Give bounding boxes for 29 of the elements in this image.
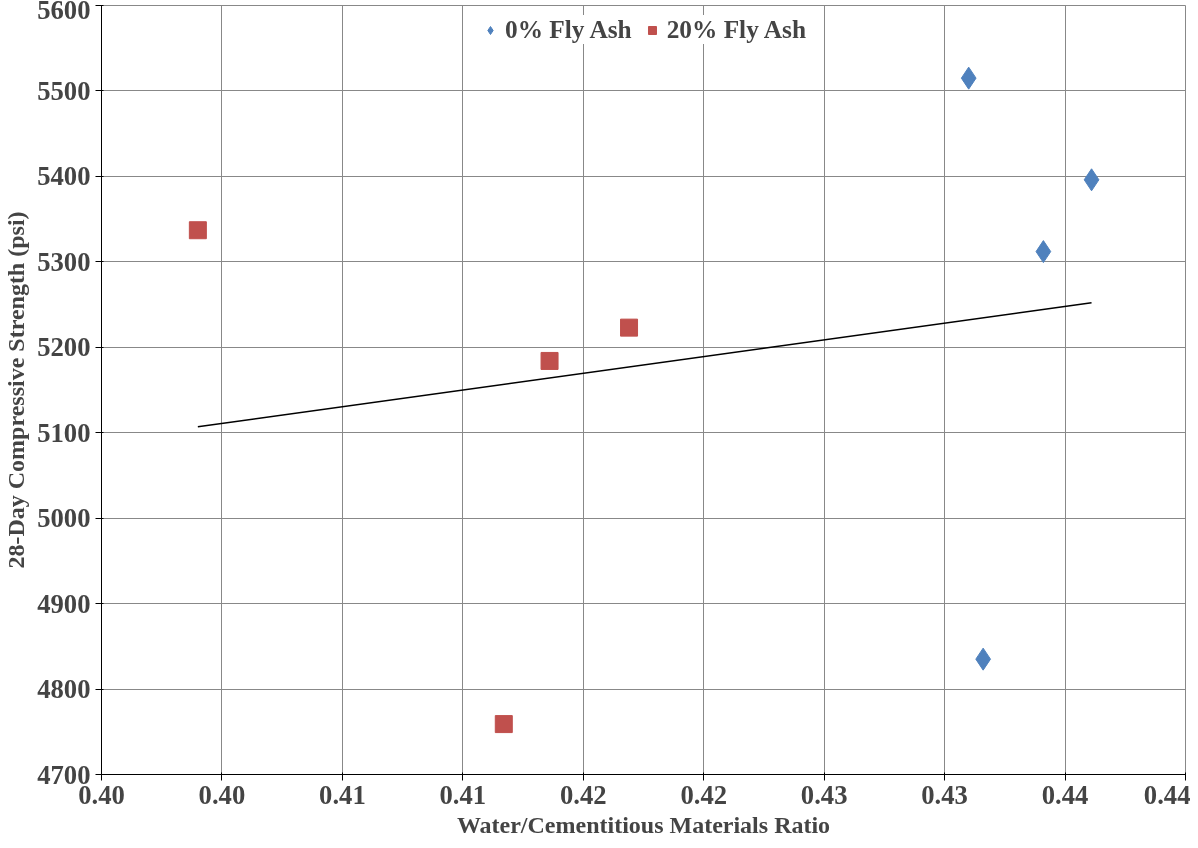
point [960, 66, 977, 90]
x-tick-label: 0.42 [680, 779, 728, 810]
y-tick-label: 5400 [37, 161, 91, 192]
point [620, 318, 639, 337]
x-tick-label: 0.41 [319, 779, 366, 810]
x-tick-label: 0.44 [1041, 779, 1089, 810]
legend-label: 0% Fly Ash [504, 15, 632, 44]
point [1083, 168, 1100, 192]
y-tick-label: 5500 [37, 75, 91, 106]
x-tick-label: 0.43 [921, 779, 968, 810]
x-tick-label: 0.42 [559, 779, 607, 810]
y-tick-label: 5000 [37, 503, 91, 534]
x-tick-label: 0.43 [800, 779, 848, 810]
x-tick-label: 0.44 [1143, 779, 1191, 810]
y-tick-label: 5300 [37, 246, 91, 277]
y-tick-label: 5200 [37, 332, 91, 363]
point [540, 351, 559, 370]
point [188, 221, 207, 240]
x-axis-title: Water/Cementitious Materials Ratio [456, 811, 831, 838]
point [494, 715, 513, 734]
point [1035, 240, 1052, 264]
legend-label: 20% Fly Ash [666, 15, 807, 44]
y-tick-label: 4900 [37, 588, 91, 619]
x-tick-label: 0.40 [198, 779, 246, 810]
y-tick-label: 5100 [37, 417, 91, 448]
y-tick-label: 4800 [37, 674, 91, 705]
x-tick-label: 0.41 [439, 779, 487, 810]
y-tick-label: 5600 [37, 0, 91, 25]
y-axis-title: 28-Day Compressive Strength (psi) [3, 211, 30, 569]
